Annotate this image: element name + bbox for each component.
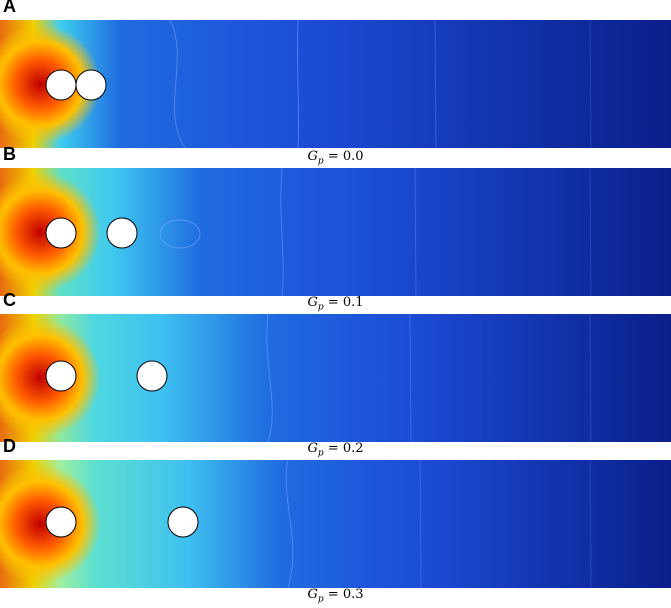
flow-field [0, 314, 671, 442]
panel-letter: A [3, 0, 16, 16]
flow-field [0, 168, 671, 296]
flow-field [0, 20, 671, 148]
flow-field [0, 460, 671, 588]
particle-2 [136, 360, 168, 392]
particle-1 [45, 217, 77, 249]
panel-letter: D [3, 436, 16, 456]
caption-c: Gp = 0.2 [307, 441, 364, 459]
panel-b: B [0, 144, 671, 296]
caption-d: Gp = 0.3 [307, 587, 364, 605]
panel-a: A [0, 0, 671, 148]
particle-2 [75, 69, 107, 101]
particle-1 [45, 506, 77, 538]
particle-1 [45, 69, 77, 101]
particle-2 [106, 217, 138, 249]
panel-letter: C [3, 290, 16, 310]
panel-c: C [0, 290, 671, 442]
caption-b: Gp = 0.1 [307, 295, 364, 313]
caption-a: Gp = 0.0 [307, 149, 364, 167]
particle-1 [45, 360, 77, 392]
particle-2 [167, 506, 199, 538]
panel-letter: B [3, 144, 16, 164]
panel-d: D [0, 436, 671, 588]
